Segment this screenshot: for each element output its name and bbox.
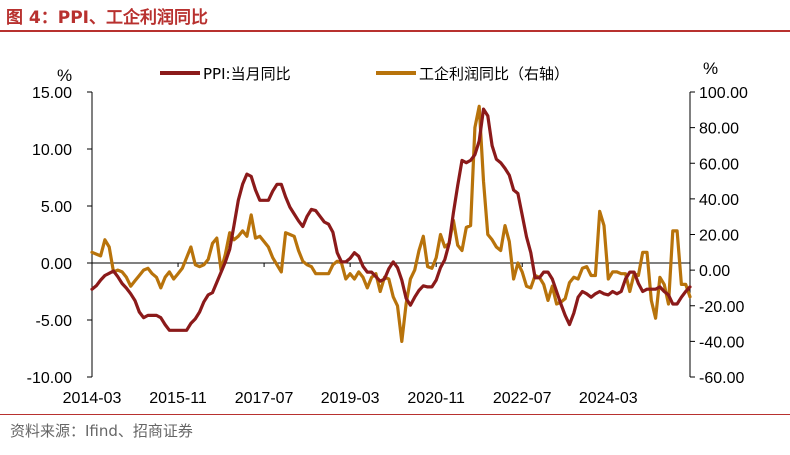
right-tick-label: 80.00 — [699, 121, 739, 138]
x-tick-label: 2014-03 — [63, 390, 122, 407]
right-tick-label: -20.00 — [699, 299, 744, 316]
right-tick-label: -60.00 — [699, 370, 744, 387]
left-tick-label: 0.00 — [41, 256, 72, 273]
x-tick-label: 2015-11 — [149, 390, 207, 407]
x-tick-label: 2017-07 — [235, 390, 294, 407]
ppi-series-line — [90, 107, 692, 332]
profit-series-line — [90, 104, 692, 343]
legend-label-profit: 工企利润同比（右轴） — [419, 65, 569, 83]
left-tick-label: 10.00 — [32, 142, 72, 159]
source-note: 资料来源：Ifind、招商证券 — [10, 422, 193, 440]
left-tick-label: 15.00 — [32, 85, 72, 102]
left-tick-label: -5.00 — [36, 313, 73, 330]
right-tick-label: 20.00 — [699, 228, 739, 245]
line-chart: 15.00 10.00 5.00 0.00 -5.00 -10.00 100.00 80.00… — [27, 59, 748, 407]
footer-rule — [0, 414, 790, 415]
left-tick-label: 5.00 — [41, 199, 72, 216]
right-tick-label: 100.00 — [699, 85, 748, 102]
right-tick-label: 60.00 — [699, 156, 739, 173]
left-axis-unit: % — [57, 66, 72, 85]
legend: PPI:当月同比 工企利润同比（右轴） — [160, 65, 569, 83]
tick-labels: 15.00 10.00 5.00 0.00 -5.00 -10.00 100.00 80.00… — [27, 85, 748, 407]
title-rule — [0, 30, 790, 32]
x-tick-label: 2022-07 — [493, 390, 552, 407]
right-tick-label: 40.00 — [699, 192, 739, 209]
legend-label-ppi: PPI:当月同比 — [203, 65, 291, 83]
x-tick-label: 2019-03 — [321, 390, 380, 407]
series-lines — [90, 104, 692, 343]
x-tick-label: 2020-11 — [407, 390, 465, 407]
x-tick-label: 2024-03 — [579, 390, 638, 407]
left-tick-label: -10.00 — [27, 370, 72, 387]
right-axis-unit: % — [703, 59, 718, 78]
right-tick-label: -40.00 — [699, 334, 744, 351]
right-tick-label: 0.00 — [699, 263, 730, 280]
chart-title: 图 4：PPI、工企利润同比 — [6, 8, 208, 28]
